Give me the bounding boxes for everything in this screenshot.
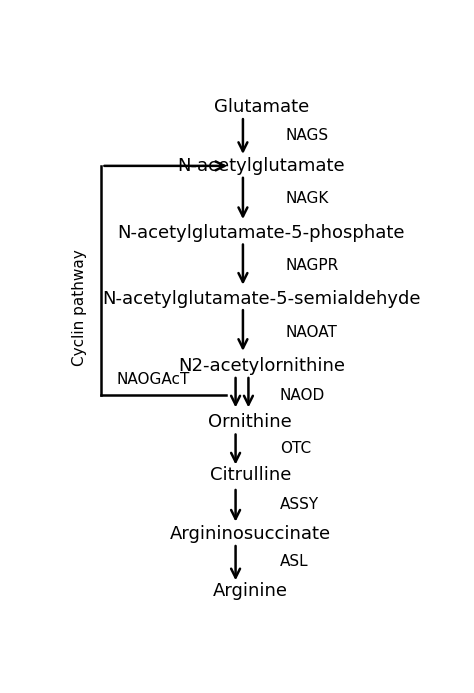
Text: NAGS: NAGS bbox=[285, 128, 328, 143]
Text: Argininosuccinate: Argininosuccinate bbox=[170, 525, 331, 543]
Text: N-acetylglutamate: N-acetylglutamate bbox=[177, 157, 345, 175]
Text: NAOAT: NAOAT bbox=[285, 325, 337, 340]
Text: N-acetylglutamate-5-phosphate: N-acetylglutamate-5-phosphate bbox=[118, 224, 405, 242]
Text: ASSY: ASSY bbox=[280, 497, 319, 512]
Text: NAOD: NAOD bbox=[280, 388, 325, 403]
Text: Ornithine: Ornithine bbox=[209, 413, 292, 431]
Text: ASL: ASL bbox=[280, 554, 308, 570]
Text: Cyclin pathway: Cyclin pathway bbox=[72, 249, 87, 366]
Text: Glutamate: Glutamate bbox=[214, 98, 309, 116]
Text: NAGK: NAGK bbox=[285, 191, 328, 207]
Text: N2-acetylornithine: N2-acetylornithine bbox=[178, 357, 345, 375]
Text: OTC: OTC bbox=[280, 441, 311, 456]
Text: NAOGAcT: NAOGAcT bbox=[116, 372, 190, 387]
Text: NAGPR: NAGPR bbox=[285, 258, 338, 273]
Text: Citrulline: Citrulline bbox=[210, 466, 291, 484]
Text: Arginine: Arginine bbox=[213, 582, 288, 600]
Text: N-acetylglutamate-5-semialdehyde: N-acetylglutamate-5-semialdehyde bbox=[102, 290, 420, 308]
